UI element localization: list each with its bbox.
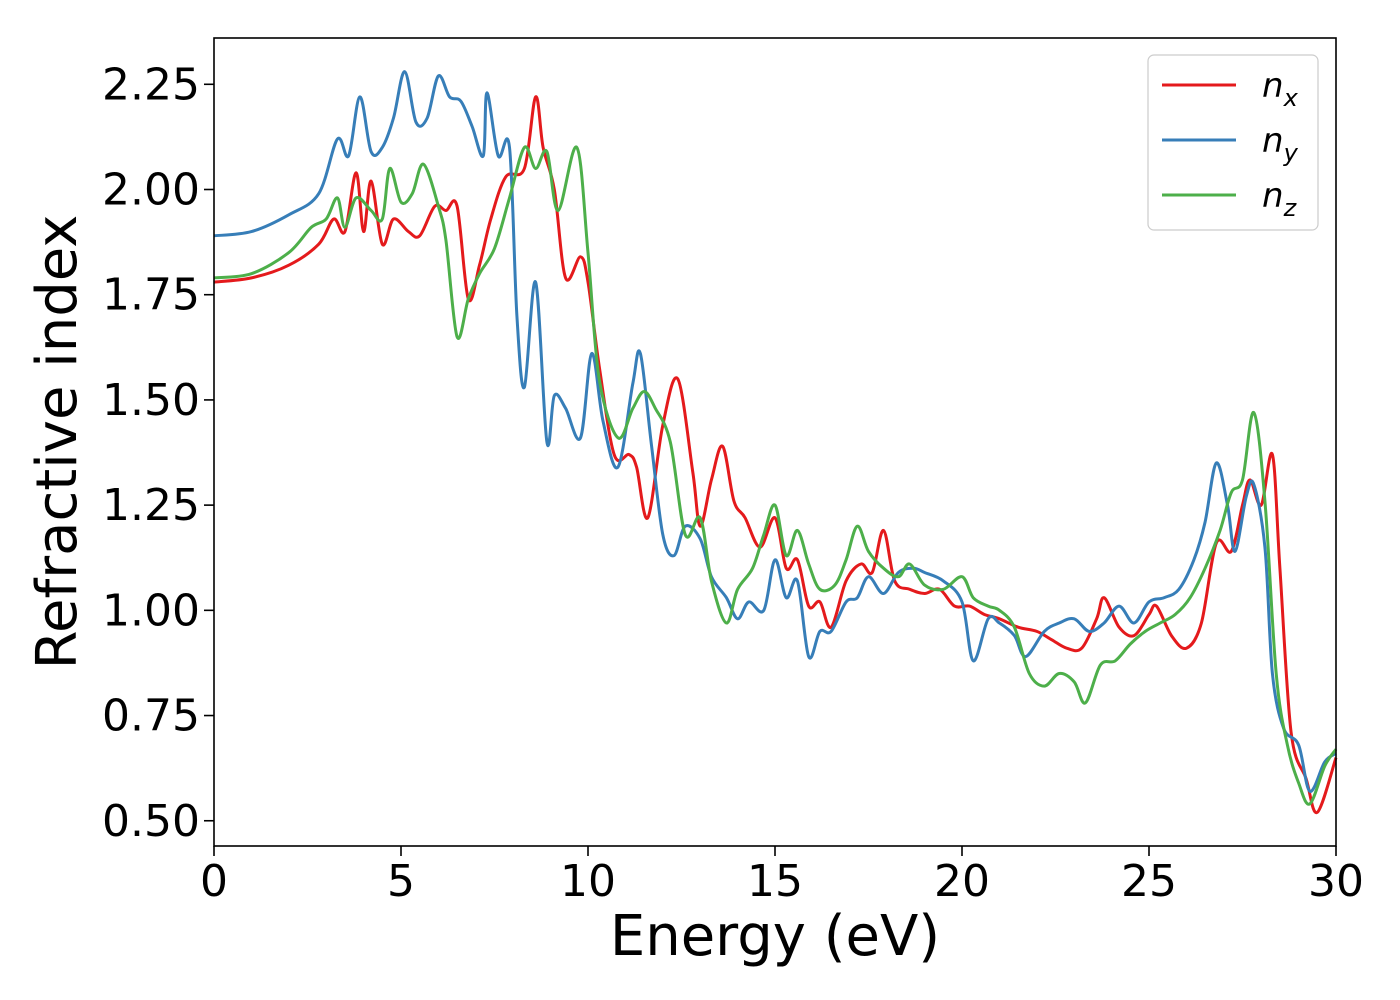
x-tick-label: 15: [747, 856, 803, 907]
legend-label-nx: nx: [1262, 66, 1299, 112]
y-tick-label: 1.75: [102, 270, 200, 321]
x-tick-label: 25: [1121, 856, 1177, 907]
legend-label-nz: nz: [1262, 176, 1298, 222]
y-tick-label: 1.00: [102, 585, 200, 636]
y-tick-label: 0.75: [102, 691, 200, 742]
y-axis-title: Refractive index: [25, 215, 90, 670]
x-axis-ticks: 0 5 10 15 20 25 30: [200, 846, 1364, 907]
series-layer: [213, 70, 1338, 814]
x-tick-label: 20: [934, 856, 990, 907]
series-line-nz: [213, 145, 1338, 806]
y-tick-label: 0.50: [102, 796, 200, 847]
y-tick-label: 2.25: [102, 59, 200, 110]
y-tick-label: 1.50: [102, 375, 200, 426]
legend-box: [1147, 54, 1319, 231]
series-line-ny: [213, 70, 1337, 793]
x-tick-label: 10: [560, 856, 616, 907]
y-tick-label: 2.00: [102, 165, 200, 216]
x-tick-label: 30: [1308, 856, 1364, 907]
y-tick-label: 1.25: [102, 480, 200, 531]
legend-label-ny: ny: [1262, 121, 1299, 167]
x-tick-label: 0: [200, 856, 228, 907]
x-tick-label: 5: [387, 856, 415, 907]
y-axis-ticks: 0.50 0.75 1.00 1.25 1.50 1.75 2.00 2.25: [102, 59, 214, 847]
series-line-nx: [213, 95, 1338, 814]
x-axis-title: Energy (eV): [610, 904, 940, 969]
legend: nx ny nz: [1147, 54, 1319, 231]
